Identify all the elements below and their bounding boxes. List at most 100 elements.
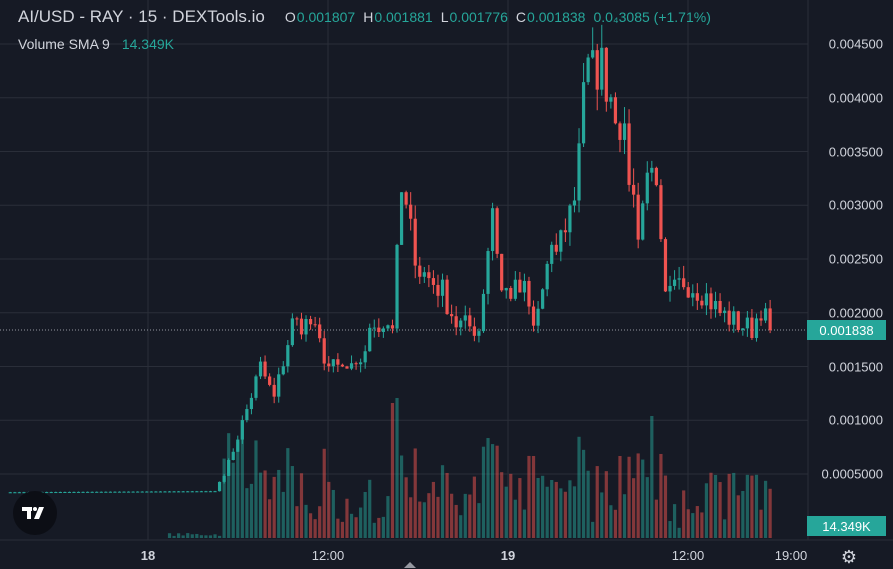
candle-body [636,194,640,240]
volume-bar [236,441,240,538]
candle-body [363,351,367,363]
volume-bar [641,459,645,538]
candle-body [581,82,586,144]
candle-body [695,293,699,301]
candle-body [272,384,276,397]
time-tick-label: 19:00 [774,548,808,563]
volume-bar [754,474,759,538]
candle-body [641,203,645,240]
candle-body [186,491,190,493]
candle-body [650,167,654,173]
volume-bar [736,495,740,538]
candle-body [158,491,163,493]
candle-body [736,311,740,330]
symbol-legend[interactable]: AI/USD - RAY · 15 · DEXTools.io O 0.00180… [18,6,711,28]
candle-body [595,50,599,90]
candle-body [645,172,649,204]
scroll-handle-icon[interactable] [404,562,416,568]
volume-bar [208,535,213,538]
price-tick-label: 0.002000 [828,305,883,321]
open-label: O [284,9,296,25]
volume-bar [718,482,722,538]
candle-body [468,315,472,327]
candle-body [131,491,135,493]
candle-body [240,420,244,440]
volume-bar [440,465,445,538]
candle-body [318,324,322,339]
candle-body [568,205,572,233]
volume-bar [486,438,490,538]
volume-bar [550,479,554,538]
volume-bar [286,448,290,538]
candle-body [395,244,399,329]
volume-bar [686,509,690,538]
volume-bar [249,483,254,538]
tradingview-logo-icon[interactable] [13,491,57,535]
volume-bar [308,513,313,538]
candle-body [345,366,349,369]
volume-bar [277,469,281,538]
volume-bar [418,501,422,538]
volume-bar [231,462,235,538]
candle-body [759,318,763,321]
candle-body [67,491,72,493]
volume-bar [281,491,285,538]
volume-bar [763,480,768,538]
volume-bar [727,473,731,538]
gear-icon[interactable]: ⚙ [840,546,858,567]
volume-legend[interactable]: Volume SMA 9 14.349K [18,36,174,52]
volume-bar [386,496,390,538]
volume-bar [463,493,467,538]
volume-bar [632,478,636,538]
candle-body [591,50,595,58]
candle-body [108,491,112,493]
volume-bar [318,506,322,538]
candle-body [754,318,759,338]
candle-body [422,272,426,277]
volume-bar [450,493,454,538]
symbol-title[interactable]: AI/USD - RAY · 15 · DEXTools.io [18,7,265,26]
volume-bar [459,515,463,538]
volume-bar [213,534,217,538]
candle-body [263,361,267,377]
volume-bar [723,519,727,538]
candle-body [58,492,62,494]
volume-bar [481,446,486,538]
candle-body [436,284,440,296]
candle-body [154,491,158,493]
volume-bar [536,477,540,538]
candle-body [163,491,167,493]
chart-grid [0,0,808,540]
time-tick-label: 18 [140,548,156,563]
volume-bar [518,478,522,538]
volume-bar [472,476,476,538]
candle-body [281,366,285,375]
candle-body [54,492,58,494]
volume-bar [682,490,686,538]
candle-body [368,327,372,352]
candle-body [409,204,413,219]
volume-bar [336,518,340,538]
candle-body [691,293,695,298]
candle-body [113,491,117,493]
candle-body [327,363,331,367]
candle-body [167,491,172,493]
candle-body [586,57,590,83]
candle-body [618,123,622,140]
candle-body [513,279,517,299]
candle-body [8,492,12,494]
change-value: 0.0₄3085 (+1.71%) [593,9,711,25]
candle-body [700,300,704,306]
price-tick-label: 0.004000 [828,90,883,106]
candle-body [445,279,449,315]
candle-body [377,327,381,333]
volume-bar [572,486,577,538]
volume-bar [741,490,745,538]
volume-label: Volume SMA 9 [18,36,110,52]
candle-body [741,328,745,330]
volume-bar [691,513,695,538]
volume-bars [167,398,772,538]
volume-bar [195,533,199,538]
volume-bar [768,488,772,538]
